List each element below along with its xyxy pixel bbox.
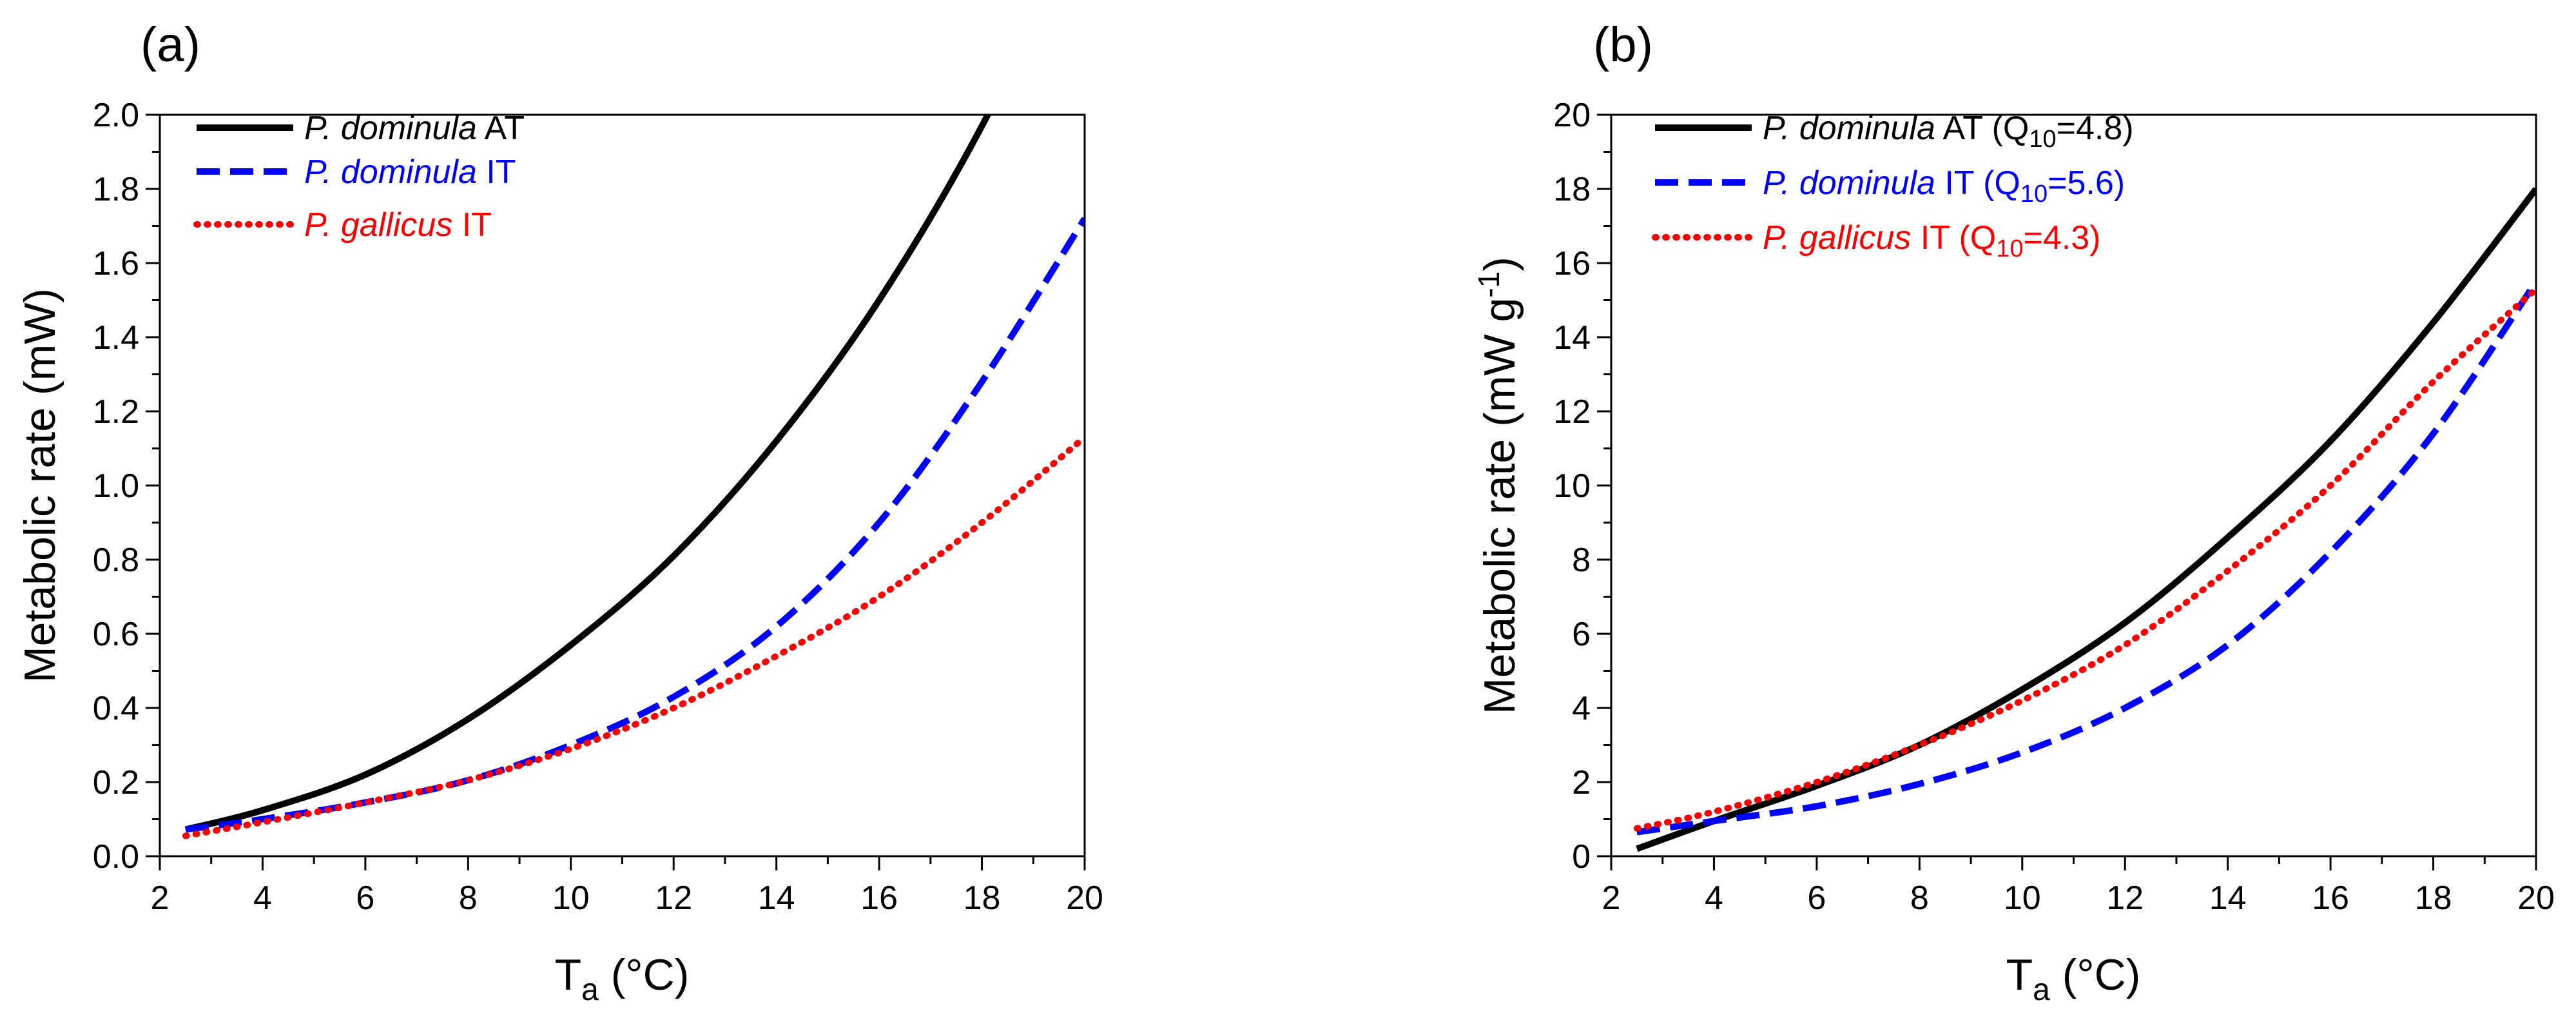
x-tick-label: 16 [860,879,898,917]
x-tick-label: 10 [2004,879,2041,917]
y-tick-label: 1.6 [93,245,139,282]
y-tick-label: 2.0 [93,97,139,134]
series-line-pgallicus-it [1633,286,2536,832]
y-tick-label: 1.2 [93,393,139,431]
legend-a-label-dominula-at: P. dominula AT [304,110,525,147]
x-tick-label: 18 [2415,879,2452,917]
y-tick-label: 0.2 [93,764,139,801]
y-tick-label: 6 [1572,616,1591,653]
x-tick-label: 12 [2106,879,2144,917]
y-tick-label: 18 [1553,171,1591,208]
panel-b-y-axis-label: Metabolic rate (mW g-1) [1472,257,1524,714]
x-tick-label: 14 [2209,879,2247,917]
panel-b-label: (b) [1593,17,1653,72]
x-tick-label: 2 [1602,879,1621,917]
x-tick-label: 4 [1705,879,1723,917]
x-tick-label: 18 [964,879,1001,917]
panel-a-y-axis-label: Metabolic rate (mW) [15,288,64,683]
series-line-pdominula-it [185,217,1085,833]
y-tick-label: 16 [1553,245,1591,282]
y-tick-label: 12 [1553,393,1591,431]
y-tick-label: 0.6 [93,616,139,653]
legend-b-label-dominula-at: P. dominula AT (Q10=4.8) [1763,110,2134,153]
panel-a-legend: P. dominula AT P. dominula IT P. gallicu… [193,110,525,244]
x-tick-label: 10 [552,879,590,917]
y-tick-label: 8 [1572,542,1591,579]
y-tick-label: 1.4 [93,319,139,357]
x-tick-label: 20 [2517,879,2555,917]
y-tick-label: 1.0 [93,467,139,505]
panel-b-legend: P. dominula AT (Q10=4.8) P. dominula IT … [1652,110,2134,262]
legend-b-label-dominula-it: P. dominula IT (Q10=5.6) [1763,164,2125,208]
y-tick-label: 0.4 [93,690,139,727]
panel-b-x-axis-label: Ta (°C) [2006,950,2141,1007]
x-tick-label: 4 [253,879,272,917]
panel-b-plot-area [1633,186,2536,852]
x-tick-label: 14 [758,879,795,917]
x-tick-label: 20 [1066,879,1103,917]
panel-a-y-ticks: 0.0 0.2 0.4 0.6 0.8 1.0 1.2 1.4 1.6 1.8 2.0 [93,97,160,876]
y-tick-label: 14 [1553,319,1591,357]
y-tick-label: 0.0 [93,838,139,876]
series-line-pdominula-it [1636,279,2536,836]
panel-b-x-ticks: 2 4 6 8 10 12 14 16 18 20 [1602,856,2555,917]
x-tick-label: 6 [1807,879,1826,917]
y-tick-label: 4 [1572,690,1591,727]
y-tick-label: 1.8 [93,171,139,208]
y-tick-label: 10 [1553,467,1591,505]
legend-a-label-gallicus-it: P. gallicus IT [304,206,492,244]
panel-a-x-axis-label: Ta (°C) [555,950,690,1007]
legend-b-label-gallicus-it: P. gallicus IT (Q10=4.3) [1763,219,2101,262]
x-tick-label: 12 [655,879,692,917]
x-tick-label: 8 [1910,879,1929,917]
panel-a-x-ticks: 2 4 6 8 10 12 14 16 18 20 [151,856,1103,917]
x-tick-label: 16 [2312,879,2349,917]
panel-a-axes-frame [159,113,1086,858]
series-line-pdominula-at [1636,186,2536,852]
legend-a-label-dominula-it: P. dominula IT [304,153,516,191]
x-tick-label: 8 [459,879,478,917]
y-tick-label: 20 [1553,97,1591,134]
panel-a: (a) 2 4 6 8 10 12 14 16 18 20 0.0 0.2 0.4 0.6 0.8 1.0 1… [15,17,1103,1007]
x-tick-label: 6 [356,879,374,917]
y-tick-label: 0 [1572,838,1591,876]
panel-a-plot-area [182,115,1085,839]
series-line-pdominula-at [184,115,992,833]
y-tick-label: 2 [1572,764,1591,801]
panel-b-y-ticks: 0 2 4 6 8 10 12 14 16 18 20 [1553,97,1611,876]
series-line-pgallicus-it [182,434,1085,839]
x-tick-label: 2 [151,879,169,917]
panel-a-label: (a) [140,17,200,72]
y-tick-label: 0.8 [93,542,139,579]
